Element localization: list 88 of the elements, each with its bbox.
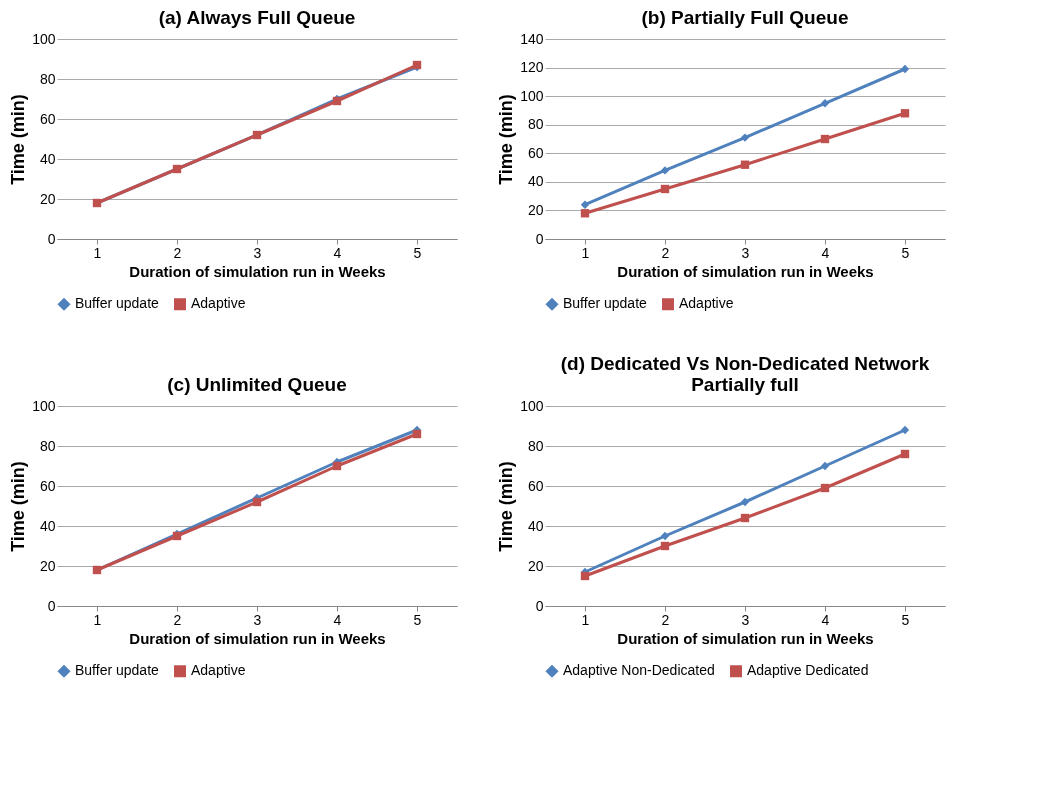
point — [660, 166, 670, 175]
y-axis-title: Time (min) — [8, 94, 29, 185]
y-tick-label: 20 — [527, 201, 544, 218]
point — [660, 531, 670, 541]
y-tick-label: 80 — [39, 437, 56, 454]
y-tick-label: 60 — [527, 477, 544, 494]
legend-label: Adaptive — [679, 295, 734, 312]
x-tick-label: 3 — [253, 244, 262, 261]
y-tick-label: 60 — [39, 477, 56, 494]
y-axis-title: Time (min) — [8, 461, 29, 552]
point — [740, 497, 750, 507]
y-tick-label: 100 — [32, 397, 56, 414]
chart-title: (b) Partially Full Queue — [641, 7, 849, 28]
x-tick-label: 3 — [741, 244, 750, 261]
x-tick-label: 1 — [581, 611, 590, 628]
legend-label: Buffer update — [75, 295, 160, 312]
x-tick-label: 1 — [581, 244, 590, 261]
y-tick-label: 40 — [39, 517, 56, 534]
x-tick-label: 2 — [173, 244, 182, 261]
y-tick-label: 80 — [527, 437, 544, 454]
y-tick-label: 0 — [47, 230, 56, 247]
y-tick-label: 140 — [520, 30, 544, 47]
point — [820, 99, 830, 108]
legend-label: Adaptive — [191, 295, 246, 312]
y-tick-label: 20 — [527, 557, 544, 574]
point — [900, 109, 910, 118]
y-tick-label: 40 — [39, 150, 56, 167]
point — [900, 64, 910, 74]
x-tick-label: 1 — [93, 611, 102, 628]
x-tick-label: 5 — [413, 611, 422, 628]
x-tick-label: 2 — [173, 611, 182, 628]
x-tick-label: 4 — [333, 611, 342, 628]
point — [740, 513, 750, 523]
y-axis-title: Time (min) — [496, 461, 517, 552]
x-tick-label: 4 — [821, 611, 830, 628]
x-tick-label: 2 — [661, 611, 670, 628]
point — [412, 429, 422, 439]
y-tick-label: 60 — [39, 110, 56, 127]
point — [820, 461, 830, 471]
point — [900, 425, 910, 435]
chart-title: (d) Dedicated Vs Non-Dedicated Network Partially full — [560, 353, 930, 395]
point — [580, 209, 590, 218]
x-axis-title: Duration of simulation run in Weeks — [617, 629, 874, 647]
legend-label: Adaptive — [191, 662, 246, 679]
y-tick-label: 0 — [535, 597, 544, 614]
x-tick-label: 2 — [661, 244, 670, 261]
y-tick-label: 0 — [535, 230, 544, 247]
point — [740, 133, 750, 142]
y-tick-label: 0 — [47, 597, 56, 614]
y-tick-label: 80 — [39, 70, 56, 87]
y-tick-label: 100 — [520, 87, 544, 104]
legend-label: Adaptive Dedicated — [747, 662, 869, 679]
point — [660, 184, 670, 194]
point — [660, 541, 670, 551]
y-tick-label: 40 — [527, 517, 544, 534]
point — [820, 483, 830, 493]
y-tick-label: 40 — [527, 173, 544, 190]
y-tick-label: 120 — [520, 59, 544, 76]
legend-label: Buffer update — [563, 295, 648, 312]
x-tick-label: 5 — [413, 244, 422, 261]
x-tick-label: 4 — [333, 244, 342, 261]
x-tick-label: 5 — [901, 611, 910, 628]
y-tick-label: 100 — [32, 30, 56, 47]
legend-label: Buffer update — [75, 662, 160, 679]
point — [580, 200, 590, 209]
chart-title: (c) Unlimited Queue — [167, 374, 347, 395]
point — [820, 134, 830, 144]
x-axis-title: Duration of simulation run in Weeks — [129, 629, 386, 647]
legend-label: Adaptive Non-Dedicated — [563, 662, 715, 679]
x-tick-label: 3 — [253, 611, 262, 628]
y-tick-label: 60 — [527, 144, 544, 161]
y-axis-title: Time (min) — [496, 94, 517, 185]
y-tick-label: 20 — [39, 557, 56, 574]
x-axis-title: Duration of simulation run in Weeks — [617, 262, 874, 280]
point — [740, 160, 750, 169]
y-tick-label: 80 — [527, 116, 544, 133]
point — [252, 497, 262, 507]
y-tick-label: 100 — [520, 397, 544, 414]
point — [332, 461, 342, 471]
chart-title: (a) Always Full Queue — [158, 7, 356, 28]
y-tick-label: 20 — [39, 190, 56, 207]
x-tick-label: 1 — [93, 244, 102, 261]
point — [900, 449, 910, 459]
x-tick-label: 5 — [901, 244, 910, 261]
x-tick-label: 4 — [821, 244, 830, 261]
point — [580, 571, 590, 581]
x-axis-title: Duration of simulation run in Weeks — [129, 262, 386, 280]
x-tick-label: 3 — [741, 611, 750, 628]
